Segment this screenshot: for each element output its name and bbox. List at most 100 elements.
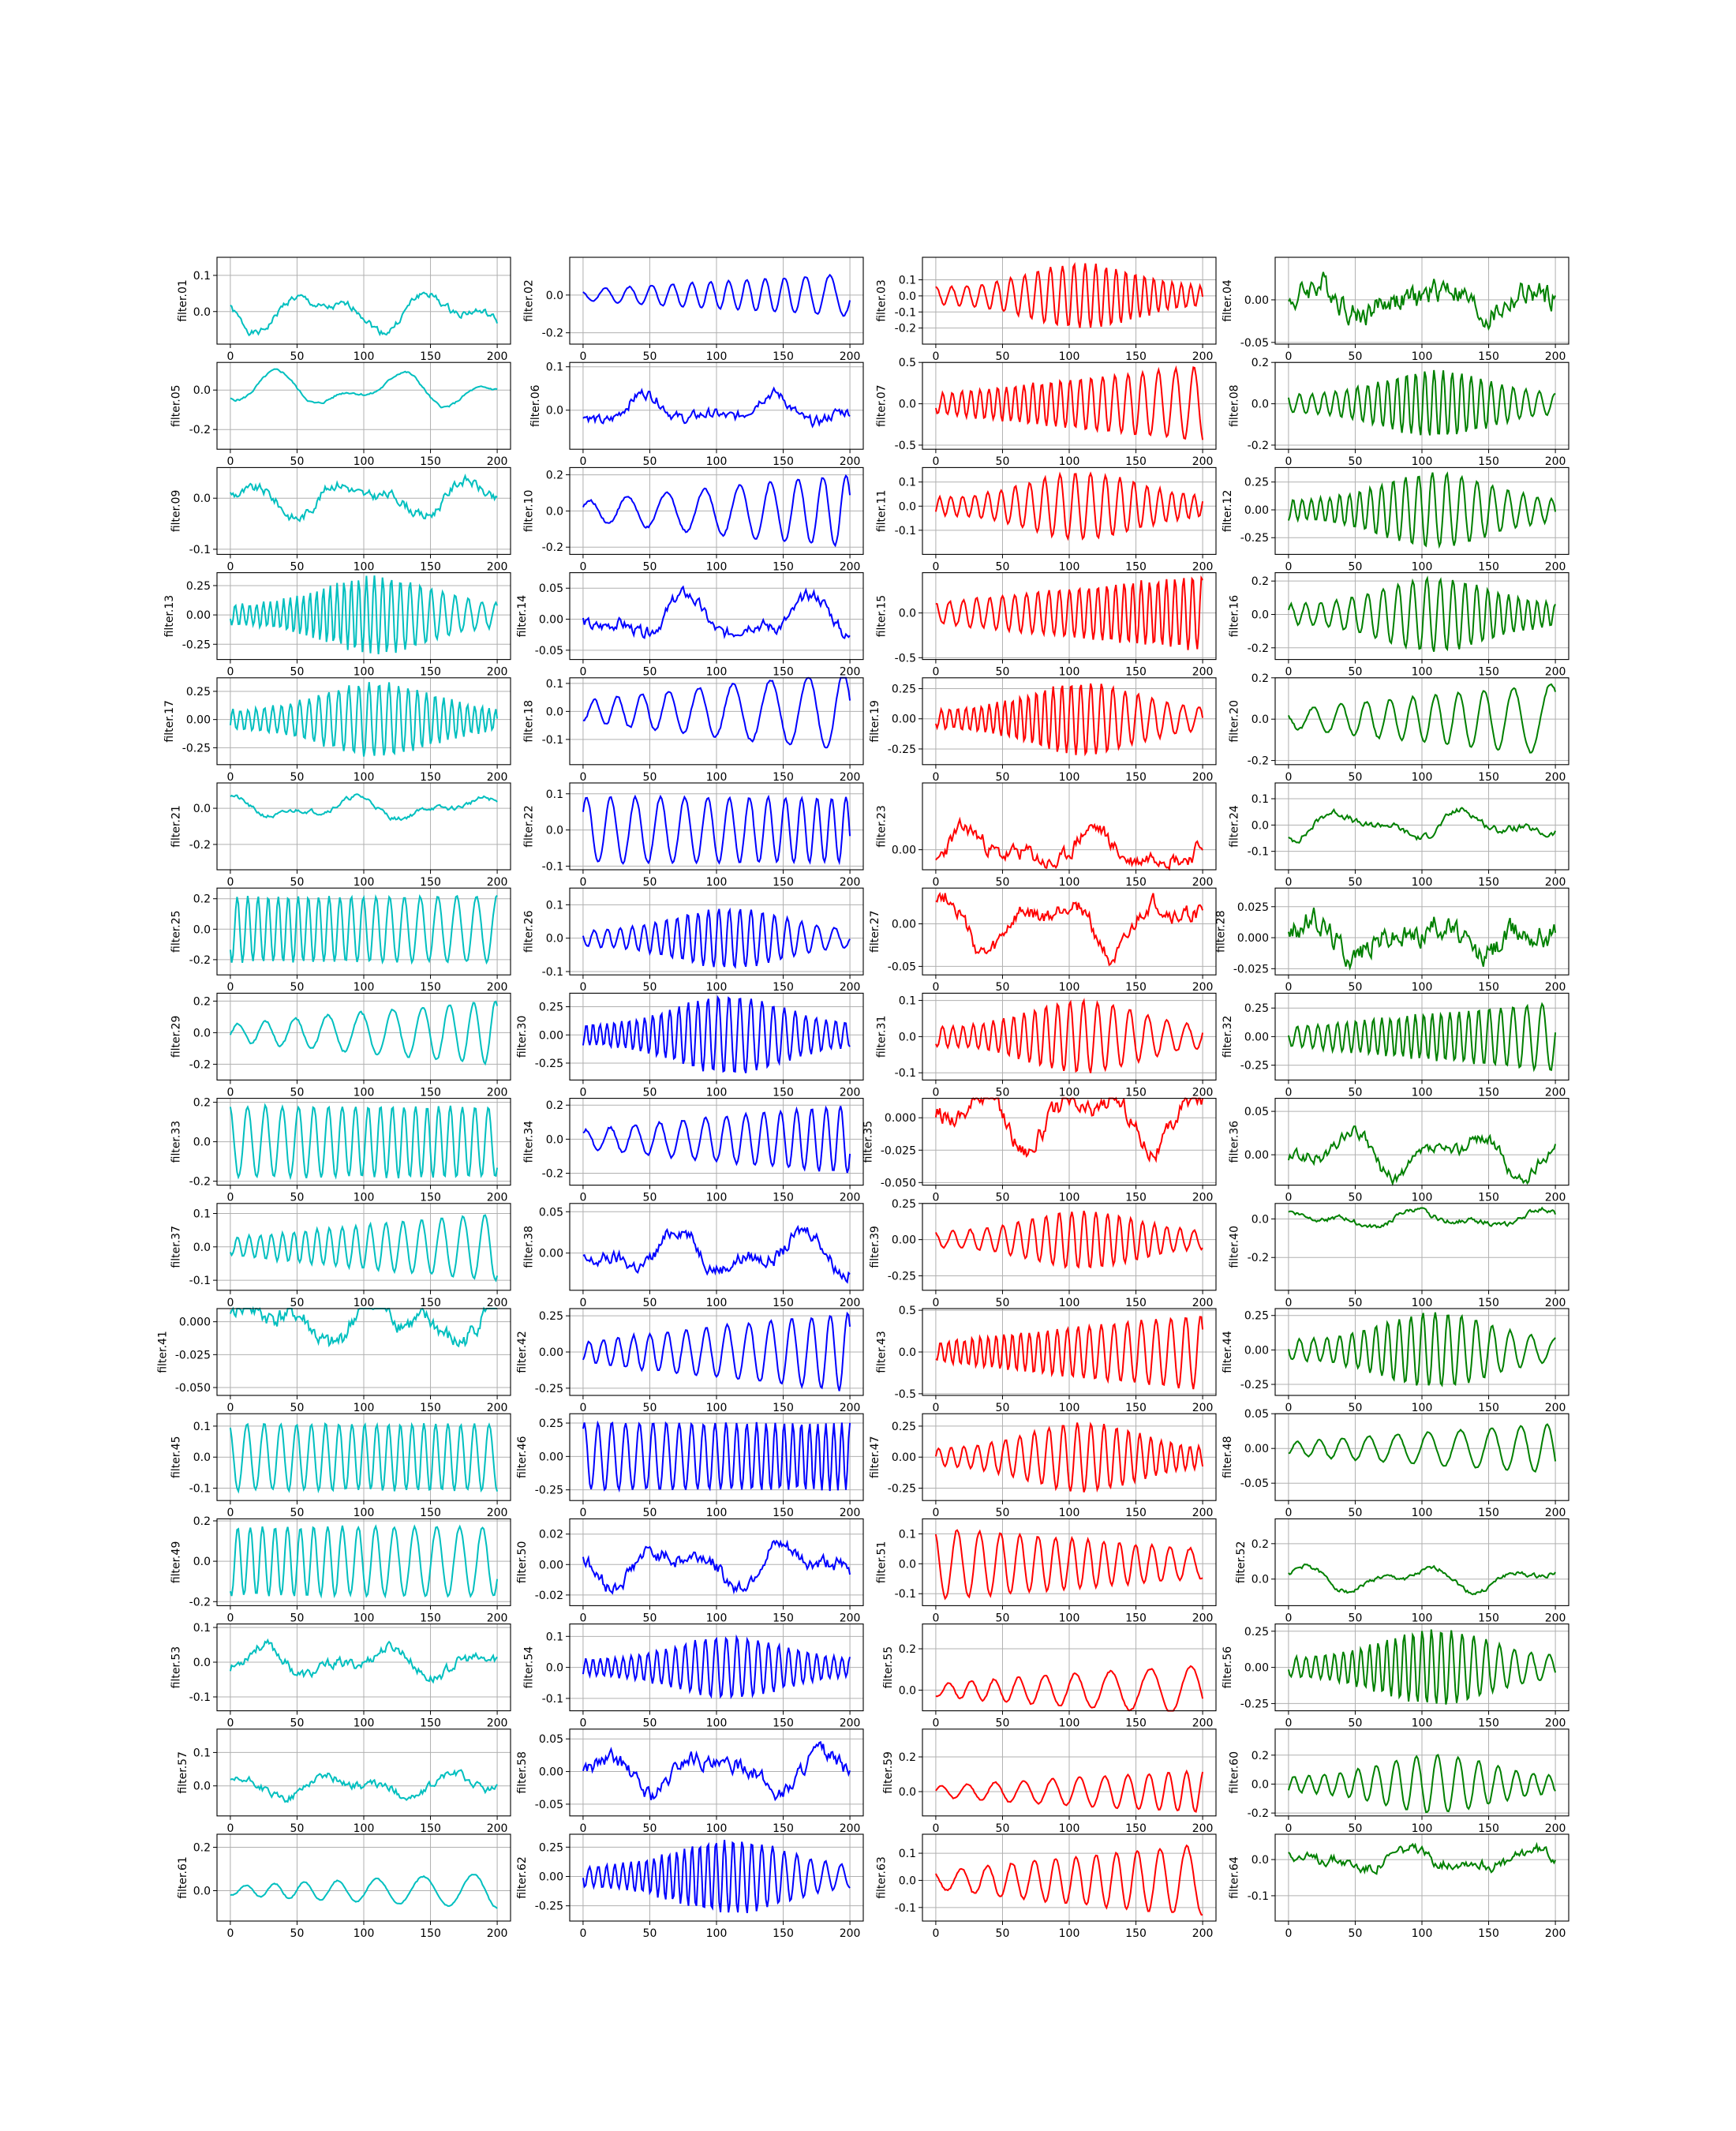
x-tick-label: 150: [1478, 1507, 1499, 1519]
x-tick-label: 150: [420, 560, 441, 573]
y-tick-label: 0.2: [899, 1643, 916, 1656]
y-tick-label: 0.1: [193, 1208, 211, 1220]
y-tick-label: 0.2: [899, 1751, 916, 1764]
y-tick-label: 0.1: [899, 1528, 916, 1541]
series-line: [582, 1840, 851, 1913]
x-tick-label: 50: [1349, 1612, 1363, 1624]
y-tick-label: 0.00: [1244, 1344, 1269, 1357]
x-tick-label: 100: [1412, 1297, 1433, 1309]
y-tick-label: 0.1: [546, 1631, 563, 1643]
y-tick-label: 0.1: [546, 788, 563, 801]
y-axis-label: filter.17: [163, 700, 176, 743]
x-tick-label: 150: [1125, 1927, 1147, 1940]
y-tick-label: -0.05: [888, 961, 916, 973]
x-tick-label: 150: [773, 1402, 794, 1414]
y-axis-label: filter.62: [516, 1856, 529, 1899]
y-tick-label: 0.0: [1251, 1854, 1269, 1867]
y-tick-label: 0.0: [193, 1451, 211, 1464]
x-tick-label: 100: [354, 1507, 375, 1519]
x-tick-label: 200: [487, 455, 508, 468]
x-tick-label: 50: [643, 876, 657, 889]
series-line: [230, 291, 499, 337]
y-axis-label: filter.03: [875, 279, 888, 322]
x-tick-label: 200: [1545, 771, 1566, 784]
x-tick-label: 200: [1192, 1086, 1214, 1099]
y-tick-label: -0.025: [1233, 963, 1269, 976]
y-tick-label: 0.0: [193, 1242, 211, 1254]
x-tick-label: 0: [1285, 455, 1292, 468]
x-tick-label: 200: [487, 1507, 508, 1519]
x-tick-label: 200: [487, 1822, 508, 1835]
x-tick-label: 50: [996, 1192, 1010, 1204]
panel-filter-39: 0 50 100 150 200 -0.25 0.00 0.25 filter.39: [869, 1198, 1217, 1309]
y-tick-label: -0.05: [535, 1799, 563, 1811]
x-tick-label: 150: [420, 1822, 441, 1835]
x-tick-label: 100: [354, 1717, 375, 1730]
x-tick-label: 100: [1412, 666, 1433, 679]
x-tick-label: 0: [932, 455, 939, 468]
x-tick-label: 200: [1545, 981, 1566, 994]
y-tick-label: -0.2: [189, 1596, 211, 1609]
y-tick-label: 0.25: [892, 1421, 916, 1433]
y-tick-label: 0.0: [193, 1886, 211, 1898]
y-tick-label: 0.25: [892, 683, 916, 696]
series-line: [230, 474, 498, 522]
y-tick-label: 0.00: [186, 714, 211, 727]
series-line: [934, 471, 1204, 541]
y-tick-label: -0.1: [895, 1067, 916, 1080]
x-tick-label: 50: [290, 666, 305, 679]
x-tick-label: 0: [932, 1927, 939, 1940]
y-tick-label: 0.1: [546, 361, 563, 374]
y-tick-label: -0.25: [535, 1901, 563, 1913]
series-line: [935, 1769, 1204, 1813]
y-tick-label: 0.2: [193, 995, 211, 1008]
y-tick-label: -0.1: [189, 1691, 211, 1704]
y-tick-label: 0.0: [193, 306, 211, 319]
x-tick-label: 0: [579, 1612, 586, 1624]
series-line: [1287, 575, 1556, 652]
panel-filter-62: 0 50 100 150 200 -0.25 0.00 0.25 filter.62: [516, 1833, 864, 1940]
series-line: [229, 1524, 499, 1599]
x-tick-label: 200: [1545, 1192, 1566, 1204]
y-axis-label: filter.45: [170, 1436, 182, 1478]
y-axis-label: filter.37: [170, 1226, 182, 1268]
x-tick-label: 0: [1285, 1612, 1292, 1624]
y-tick-label: 0.00: [1244, 1031, 1269, 1043]
x-tick-label: 150: [1125, 1507, 1147, 1519]
x-tick-label: 200: [840, 1927, 861, 1940]
x-tick-label: 0: [932, 876, 939, 889]
y-tick-label: 0.05: [539, 582, 563, 595]
x-tick-label: 0: [579, 1822, 586, 1835]
x-tick-label: 150: [1125, 1297, 1147, 1309]
x-tick-label: 150: [1478, 771, 1499, 784]
y-axis-label: filter.39: [869, 1226, 881, 1268]
y-tick-label: -0.025: [175, 1349, 211, 1361]
y-axis-label: filter.63: [875, 1856, 888, 1899]
panel-filter-20: 0 50 100 150 200 -0.2 0.0 0.2 filter.20: [1228, 672, 1570, 784]
x-tick-label: 100: [706, 1717, 728, 1730]
x-tick-label: 200: [840, 981, 861, 994]
x-tick-label: 50: [643, 1927, 657, 1940]
y-axis-label: filter.35: [862, 1121, 875, 1163]
y-tick-label: -0.1: [895, 306, 916, 319]
x-tick-label: 0: [226, 981, 234, 994]
panel-filter-37: 0 50 100 150 200 -0.1 0.0 0.1 filter.37: [170, 1203, 511, 1309]
y-tick-label: 0.1: [193, 1421, 211, 1433]
panel-filter-50: 0 50 100 150 200 -0.02 0.00 0.02 filter.50: [516, 1518, 864, 1624]
y-tick-label: -0.25: [888, 1270, 916, 1283]
y-axis-label: filter.33: [170, 1121, 182, 1163]
x-tick-label: 50: [996, 1507, 1010, 1519]
x-tick-label: 100: [1412, 1507, 1433, 1519]
panel-filter-53: 0 50 100 150 200 -0.1 0.0 0.1 filter.53: [170, 1622, 511, 1730]
x-tick-label: 0: [226, 560, 234, 573]
y-axis-label: filter.30: [516, 1016, 529, 1058]
x-tick-label: 50: [643, 1297, 657, 1309]
panel-filter-49: 0 50 100 150 200 -0.2 0.0 0.2 filter.49: [170, 1515, 511, 1624]
x-tick-label: 200: [840, 1717, 861, 1730]
y-tick-label: 0.00: [892, 1451, 916, 1464]
series-line: [1288, 1423, 1557, 1474]
panel-filter-59: 0 50 100 150 200 0.0 0.2 filter.59: [882, 1728, 1217, 1835]
x-tick-label: 100: [706, 1402, 728, 1414]
x-tick-label: 150: [420, 1717, 441, 1730]
y-axis-label: filter.46: [516, 1436, 529, 1478]
